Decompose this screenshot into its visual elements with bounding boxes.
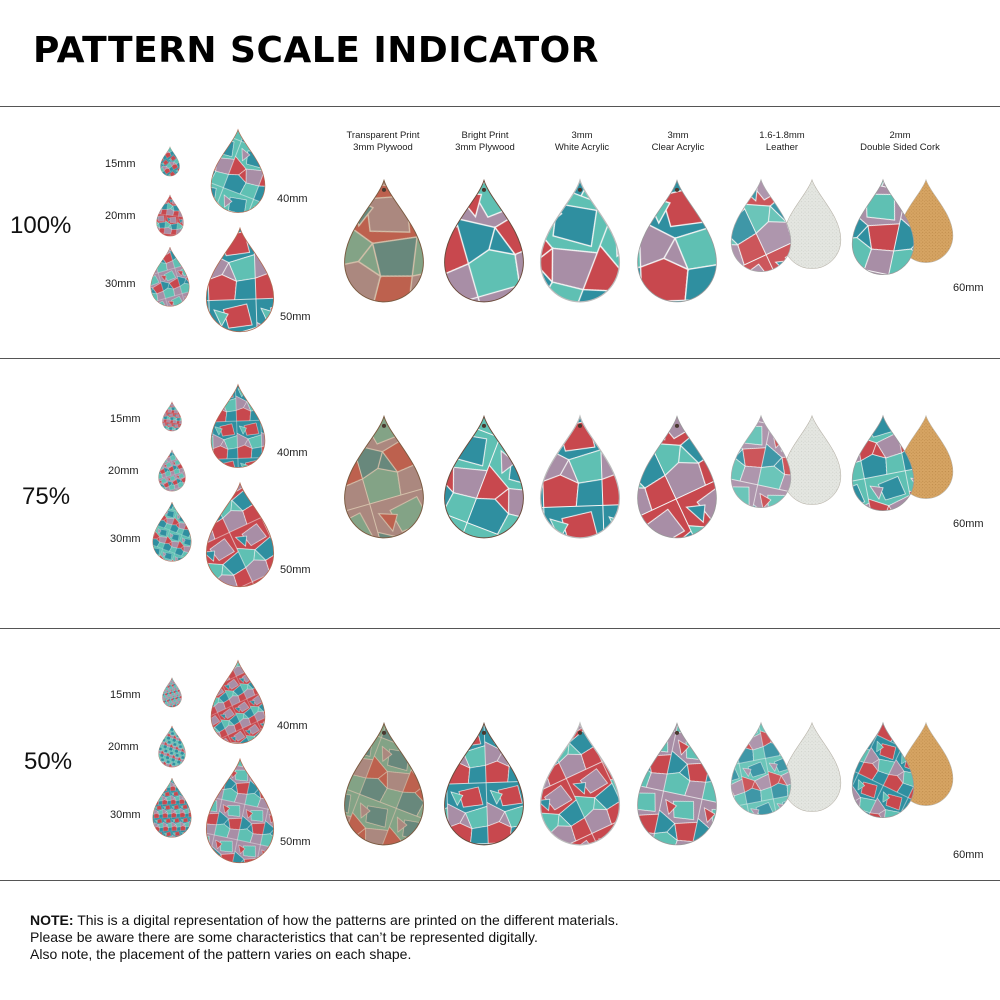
material-sample-bright-plywood [444,414,524,539]
material-sample-white-acrylic [539,414,621,539]
material-header-line2: 3mm Plywood [353,142,413,153]
material-sample-white-acrylic [539,178,621,303]
material-header-line1: 3mm [571,130,593,141]
material-header-line2: White Acrylic [554,142,610,153]
leather-backing-suede [782,414,842,505]
sample-50mm [205,226,275,333]
leather-backing-suede [782,721,842,812]
sample-20mm [156,194,184,237]
sample-15mm [160,146,180,177]
sample-20mm [158,725,186,768]
material-sample-clear-acrylic [637,722,717,846]
size-label-60mm: 60mm [953,849,984,861]
size-label-20mm: 20mm [108,465,139,477]
material-sample-bright-plywood [444,721,524,846]
material-header-white-acrylic: 3mm White Acrylic [527,130,637,154]
material-sample-cork [851,721,915,818]
note-label: NOTE: [30,912,74,928]
size-label-40mm: 40mm [277,193,308,205]
sample-20mm [158,449,186,492]
size-label-60mm: 60mm [953,518,984,530]
material-sample-white-acrylic [539,721,621,846]
material-header-line2: Leather [765,142,799,153]
size-label-30mm: 30mm [110,809,141,821]
sample-40mm [210,659,266,744]
material-header-line2: Clear Acrylic [651,142,705,153]
sample-15mm [162,677,182,708]
sample-50mm [205,481,275,588]
size-label-15mm: 15mm [110,413,141,425]
divider-2 [0,628,1000,629]
size-label-20mm: 20mm [105,210,136,222]
material-header-line1: Transparent Print [346,130,420,141]
note-line-1: NOTE: This is a digital representation o… [30,912,619,929]
size-label-15mm: 15mm [105,158,136,170]
material-header-leather: 1.6-1.8mm Leather [727,130,837,154]
size-label-40mm: 40mm [277,446,308,459]
material-header-line2: 3mm Plywood [455,142,515,153]
material-header-clear-acrylic: 3mm Clear Acrylic [623,130,733,154]
divider-bottom [0,880,1000,881]
material-header-line1: 2mm [889,130,911,141]
size-label-50mm: 50mm [280,563,311,576]
sample-30mm [152,777,192,838]
material-header-line2: Double Sided Cork [860,142,940,153]
material-sample-leather [730,414,792,508]
size-label-15mm: 15mm [110,689,141,701]
divider-top [0,106,1000,107]
sample-15mm [162,401,182,432]
material-sample-bright-plywood [444,178,524,303]
sample-30mm [152,501,192,562]
material-sample-transparent-plywood [344,178,424,303]
note-text-1: This is a digital representation of how … [73,912,619,928]
material-sample-leather [730,178,792,272]
sample-40mm [210,128,266,213]
material-sample-clear-acrylic [637,179,717,303]
note-block: NOTE: This is a digital representation o… [30,912,619,963]
material-sample-leather [730,721,792,815]
divider-1 [0,358,1000,359]
sample-30mm [150,246,190,307]
material-header-line1: 3mm [667,130,689,141]
size-label-20mm: 20mm [108,741,139,753]
scale-label-75%: 75% [22,483,71,510]
size-label-60mm: 60mm [953,282,984,294]
size-label-30mm: 30mm [110,533,141,545]
note-line-2: Please be aware there are some character… [30,929,538,945]
material-sample-transparent-plywood [344,414,424,539]
page-title: PATTERN SCALE INDICATOR [33,30,600,71]
material-sample-cork [851,414,915,511]
material-header-line1: 1.6-1.8mm [759,130,805,141]
leather-backing-suede [782,178,842,269]
material-header-line1: Bright Print [461,130,509,141]
material-header-cork: 2mm Double Sided Cork [845,130,955,154]
scale-label-100%: 100% [10,212,72,239]
sample-50mm [205,757,275,864]
material-header-bright-plywood: Bright Print 3mm Plywood [430,130,540,154]
note-line-3: Also note, the placement of the pattern … [30,946,412,962]
size-label-50mm: 50mm [280,835,311,848]
material-sample-transparent-plywood [344,721,424,846]
material-header-transparent-plywood: Transparent Print 3mm Plywood [328,130,438,154]
size-label-30mm: 30mm [105,278,136,290]
sample-40mm [210,383,266,468]
material-sample-clear-acrylic [637,415,717,539]
size-label-50mm: 50mm [280,311,311,323]
size-label-40mm: 40mm [277,719,308,732]
scale-label-50%: 50% [24,748,73,775]
material-sample-cork [851,178,915,275]
